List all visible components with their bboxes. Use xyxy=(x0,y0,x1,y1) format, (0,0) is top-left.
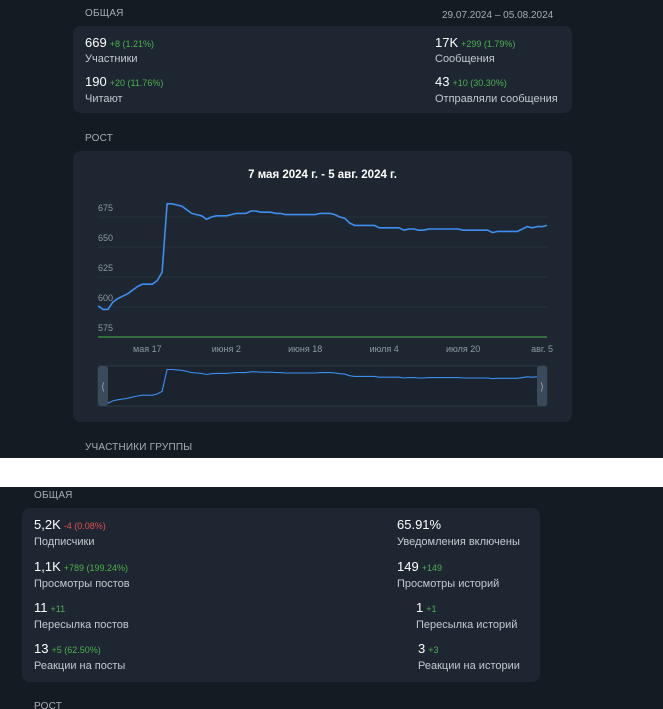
y-tick-label: 600 xyxy=(98,293,113,303)
growth-chart: 575 600 625 650 675 мая 17 июня 2 июня 18 июля … xyxy=(97,203,553,407)
stat-label: Подписчики xyxy=(34,536,95,548)
stat-value: 1 xyxy=(416,600,424,615)
stat-delta: +10 (30.30%) xyxy=(452,78,507,88)
chart-x-axis: мая 17 июня 2 июня 18 июля 4 июля 20 авг. 5 xyxy=(133,344,553,354)
stat-delta: -4 (0.08%) xyxy=(63,521,106,531)
stat-label: Просмотры историй xyxy=(397,578,500,590)
stat-value: 17K xyxy=(435,35,459,50)
x-tick-label: июня 18 xyxy=(288,344,322,354)
section-title-growth: РОСТ xyxy=(34,701,63,709)
overview-card: 669 +8 (1.21%) Участники 17K +299 (1.79%) … xyxy=(73,26,572,113)
stat-label: Участники xyxy=(85,53,138,65)
stat-value: 149 xyxy=(397,559,419,574)
stat-delta: +299 (1.79%) xyxy=(461,39,516,49)
y-tick-label: 575 xyxy=(98,323,113,333)
stat-delta: +3 xyxy=(428,645,439,655)
stat-delta: +5 (62.50%) xyxy=(51,645,101,655)
x-tick-label: авг. 5 xyxy=(531,344,553,354)
group-stats-panel: ОБЩАЯ 29.07.2024 – 05.08.2024 669 +8 (1.2… xyxy=(0,0,663,458)
stat-label: Уведомления включены xyxy=(397,536,520,548)
x-tick-label: мая 17 xyxy=(133,344,162,354)
navigator-track xyxy=(97,365,548,407)
stat-label: Реакции на истории xyxy=(418,660,520,672)
stat-notifications: 65.91% xyxy=(397,516,441,534)
chart-grid xyxy=(98,216,547,338)
stat-delta: +149 xyxy=(421,563,442,573)
section-title-overview: ОБЩАЯ xyxy=(85,8,124,19)
section-title-growth: РОСТ xyxy=(85,133,114,144)
stat-delta: +20 (11.76%) xyxy=(109,78,164,88)
stat-messages: 17K +299 (1.79%) xyxy=(435,34,515,52)
stat-post-reactions: 13 +5 (62.50%) xyxy=(34,640,101,658)
stat-value: 43 xyxy=(435,74,450,89)
x-tick-label: июля 20 xyxy=(446,344,480,354)
stat-label: Реакции на посты xyxy=(34,660,126,672)
stat-delta: +1 xyxy=(426,604,437,614)
stat-label: Пересылка постов xyxy=(34,619,129,631)
stat-delta: +789 (199.24%) xyxy=(63,563,129,573)
overview-card: 5,2K -4 (0.08%) Подписчики 65.91% Уведомл… xyxy=(22,508,540,682)
stat-post-shares: 11 +11 xyxy=(34,599,65,617)
chart-series-line xyxy=(97,203,548,311)
chart-title: 7 мая 2024 г. - 5 авг. 2024 г. xyxy=(248,169,397,181)
stat-post-views: 1,1K +789 (199.24%) xyxy=(34,558,128,576)
navigator-handle-right[interactable] xyxy=(537,366,547,406)
stat-members: 669 +8 (1.21%) xyxy=(85,34,154,52)
y-tick-label: 650 xyxy=(98,233,113,243)
x-tick-label: июня 2 xyxy=(212,344,241,354)
channel-stats-panel: ОБЩАЯ 5,2K -4 (0.08%) Подписчики 65.91% У… xyxy=(0,487,663,709)
y-tick-label: 625 xyxy=(98,263,113,273)
chart-navigator[interactable]: ⟨ ⟩ xyxy=(97,365,548,407)
stat-value: 1,1K xyxy=(34,559,61,574)
x-tick-label: июля 4 xyxy=(370,344,399,354)
stat-label: Читают xyxy=(85,93,123,105)
stat-label: Пересылка историй xyxy=(416,619,518,631)
stat-value: 190 xyxy=(85,74,107,89)
navigator-series-line xyxy=(97,368,548,404)
stat-label: Отправляли сообщения xyxy=(435,93,558,105)
stat-value: 13 xyxy=(34,641,49,656)
stat-value: 65.91% xyxy=(397,517,442,532)
chart-y-axis: 575 600 625 650 675 xyxy=(98,203,113,333)
stat-story-reactions: 3 +3 xyxy=(418,640,439,658)
stat-delta: +11 xyxy=(50,604,66,614)
date-range: 29.07.2024 – 05.08.2024 xyxy=(442,10,554,21)
navigator-handle-left[interactable] xyxy=(98,366,108,406)
y-tick-label: 675 xyxy=(98,203,113,213)
stat-value: 669 xyxy=(85,35,107,50)
section-title-members: УЧАСТНИКИ ГРУППЫ xyxy=(85,442,193,453)
growth-chart-card: 7 мая 2024 г. - 5 авг. 2024 г. 575 600 625… xyxy=(73,151,572,422)
stat-value: 11 xyxy=(34,600,48,615)
chevron-right-icon: ⟩ xyxy=(540,382,544,393)
stat-story-shares: 1 +1 xyxy=(416,599,437,617)
stat-delta: +8 (1.21%) xyxy=(109,39,154,49)
section-title-overview: ОБЩАЯ xyxy=(34,490,73,501)
chevron-left-icon: ⟨ xyxy=(101,382,105,393)
stat-label: Просмотры постов xyxy=(34,578,130,590)
stat-value: 3 xyxy=(418,641,426,656)
stat-subscribers: 5,2K -4 (0.08%) xyxy=(34,516,106,534)
stat-story-views: 149 +149 xyxy=(397,558,442,576)
stat-value: 5,2K xyxy=(34,517,61,532)
stat-senders: 43 +10 (30.30%) xyxy=(435,73,507,91)
stat-label: Сообщения xyxy=(435,53,495,65)
stat-readers: 190 +20 (11.76%) xyxy=(85,73,163,91)
